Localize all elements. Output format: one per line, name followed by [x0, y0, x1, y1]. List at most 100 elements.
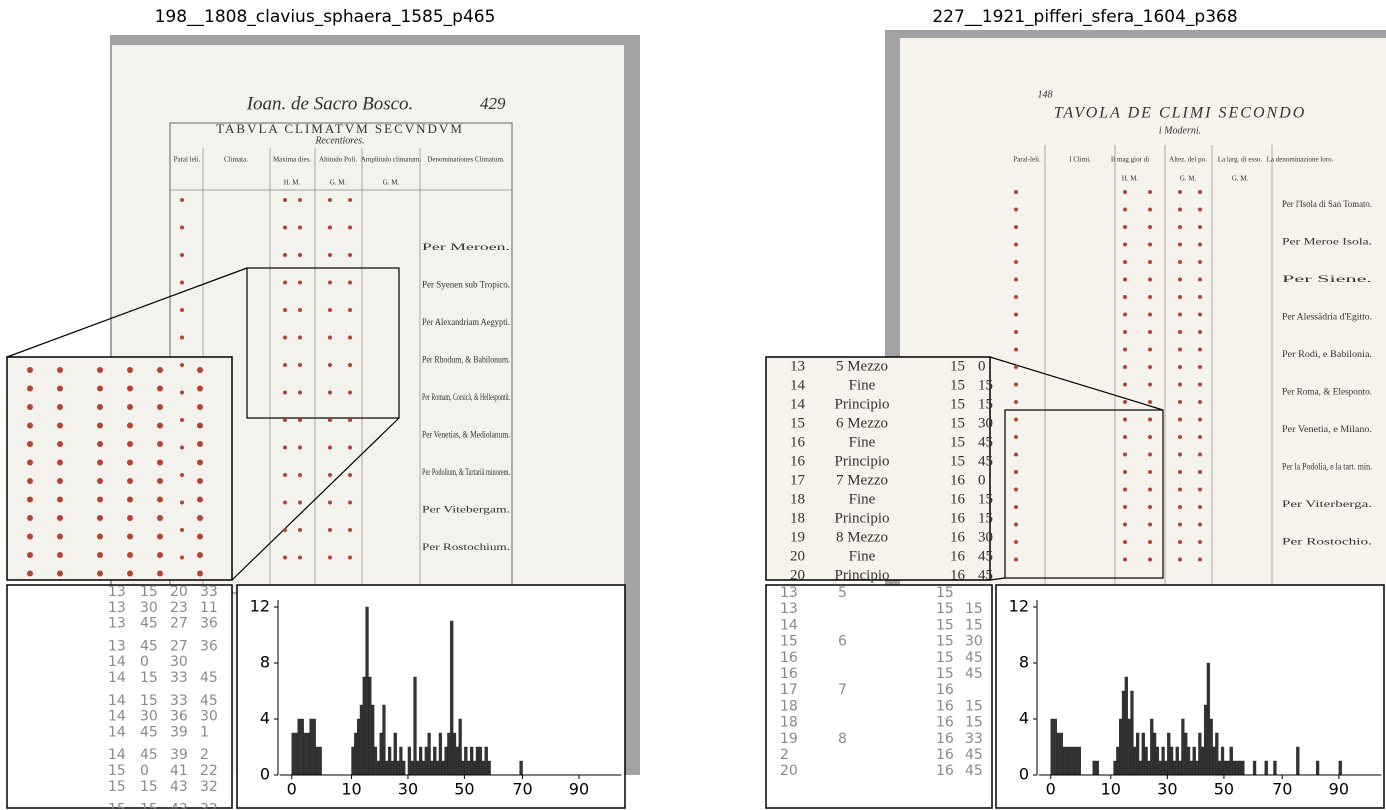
scan-ink: [1123, 435, 1127, 439]
histogram-bar: [360, 705, 363, 775]
scan-ink: [1123, 348, 1127, 352]
ocr-cell: 15: [936, 666, 954, 682]
histogram-bar: [391, 761, 394, 775]
scan-column-header: I Climi.: [1069, 156, 1091, 164]
scan-ink: [1198, 418, 1202, 422]
histogram-bar: [1131, 691, 1134, 775]
zoom-text: 0: [978, 358, 986, 374]
histogram-bar: [377, 761, 380, 775]
scan-ink: [348, 363, 352, 367]
scan-ink: [180, 556, 184, 560]
ocr-cell: 18: [780, 715, 798, 731]
histogram-bar: [380, 733, 383, 775]
scan-ink: [1198, 453, 1202, 457]
histogram-bar: [1190, 761, 1193, 775]
scan-ink: [1178, 400, 1182, 404]
zoom-text: 15: [950, 415, 965, 431]
zoom-text: Fine: [849, 491, 876, 507]
scan-ink: [1178, 243, 1182, 247]
scan-ink: [328, 446, 332, 450]
scan-ink: [1123, 313, 1127, 317]
scan-ink: [1148, 400, 1152, 404]
scan-ink: [1198, 295, 1202, 299]
scan-ink: [1123, 470, 1127, 474]
zoom-ink: [27, 367, 33, 373]
scan-ink: [348, 336, 352, 340]
scan-ink: [1014, 540, 1018, 544]
histogram-bar: [1265, 761, 1268, 775]
ocr-cell: 13: [780, 601, 798, 617]
scan-column-header: La larg. di esso.: [1218, 156, 1263, 164]
x-tick-label: 50: [1214, 780, 1234, 799]
scan-ink: [1014, 365, 1018, 369]
scan-ink: [1148, 418, 1152, 422]
zoom-ink: [157, 460, 163, 466]
scan-ink: [1198, 470, 1202, 474]
scan-column-header: Paral-leli.: [1013, 156, 1041, 164]
scan-ink: [1148, 190, 1152, 194]
zoom-text: 16: [950, 548, 966, 564]
scan-ink: [1123, 400, 1127, 404]
zoom-text: 6 Mezzo: [836, 415, 888, 431]
histogram-bar: [431, 761, 434, 775]
zoom-text: 18: [790, 491, 805, 507]
zoom-ink: [57, 404, 63, 410]
scan-ink: [180, 226, 184, 230]
scan-ink: [1123, 505, 1127, 509]
zoom-text: 30: [978, 529, 993, 545]
histogram-bar: [1210, 719, 1213, 775]
ocr-cell: 33: [200, 584, 218, 600]
histogram-bar: [371, 705, 374, 775]
scan-ink: [298, 336, 302, 340]
y-tick-label: 12: [1009, 597, 1029, 616]
scan-ink: [348, 528, 352, 532]
histogram-bar: [1150, 719, 1153, 775]
ocr-cell: 33: [965, 731, 983, 747]
scan-ink: [180, 501, 184, 505]
scan-ink: [298, 226, 302, 230]
scan-ink: [298, 363, 302, 367]
ocr-cell: 30: [140, 709, 158, 725]
scan-ink: [1148, 260, 1152, 264]
ocr-cell: 43: [170, 802, 188, 810]
scan-ink: [1178, 225, 1182, 229]
zoom-ink: [197, 515, 203, 521]
histogram-bar: [473, 761, 476, 775]
ocr-cell: 16: [936, 731, 954, 747]
histogram-bar: [414, 677, 417, 775]
scan-ink: [283, 308, 287, 312]
ocr-cell: 15: [140, 670, 158, 686]
histogram-bar: [1159, 761, 1162, 775]
scan-row-note: Per Roma, & Elesponto.: [1282, 387, 1372, 397]
scan-ink: [1014, 243, 1018, 247]
scan-ink: [283, 501, 287, 505]
x-tick-label: 50: [454, 780, 474, 799]
zoom-text: 5 Mezzo: [836, 358, 888, 374]
zoom-text: 14: [790, 396, 806, 412]
zoom-ink: [157, 386, 163, 392]
scan-unit-header: G. M.: [330, 179, 347, 187]
ocr-cell: 36: [170, 709, 188, 725]
histogram-bar: [1075, 747, 1081, 775]
zoom-text: Fine: [849, 548, 876, 564]
scan-ink: [298, 391, 302, 395]
scan-ink: [1178, 488, 1182, 492]
zoom-ink: [97, 571, 103, 577]
histogram-bar: [310, 719, 316, 775]
zoom-ink: [127, 497, 133, 503]
histogram-bar: [1201, 747, 1204, 775]
scan-ink: [283, 281, 287, 285]
scan-column-header: La denominazione loro.: [1267, 156, 1334, 164]
scan-ink: [1178, 278, 1182, 282]
scan-ink: [180, 336, 184, 340]
ocr-cell: 8: [838, 731, 847, 747]
zoom-text: 18: [790, 510, 805, 526]
x-tick-label: 10: [1101, 780, 1121, 799]
ocr-cell: 16: [780, 650, 798, 666]
scan-ink: [283, 253, 287, 257]
histogram-bar: [1162, 747, 1165, 775]
zoom-text: 15: [950, 377, 965, 393]
scan-row-note: Per Syenen sub Tropico.: [422, 280, 510, 290]
zoom-ink: [197, 552, 203, 558]
histogram-bar: [450, 621, 453, 775]
